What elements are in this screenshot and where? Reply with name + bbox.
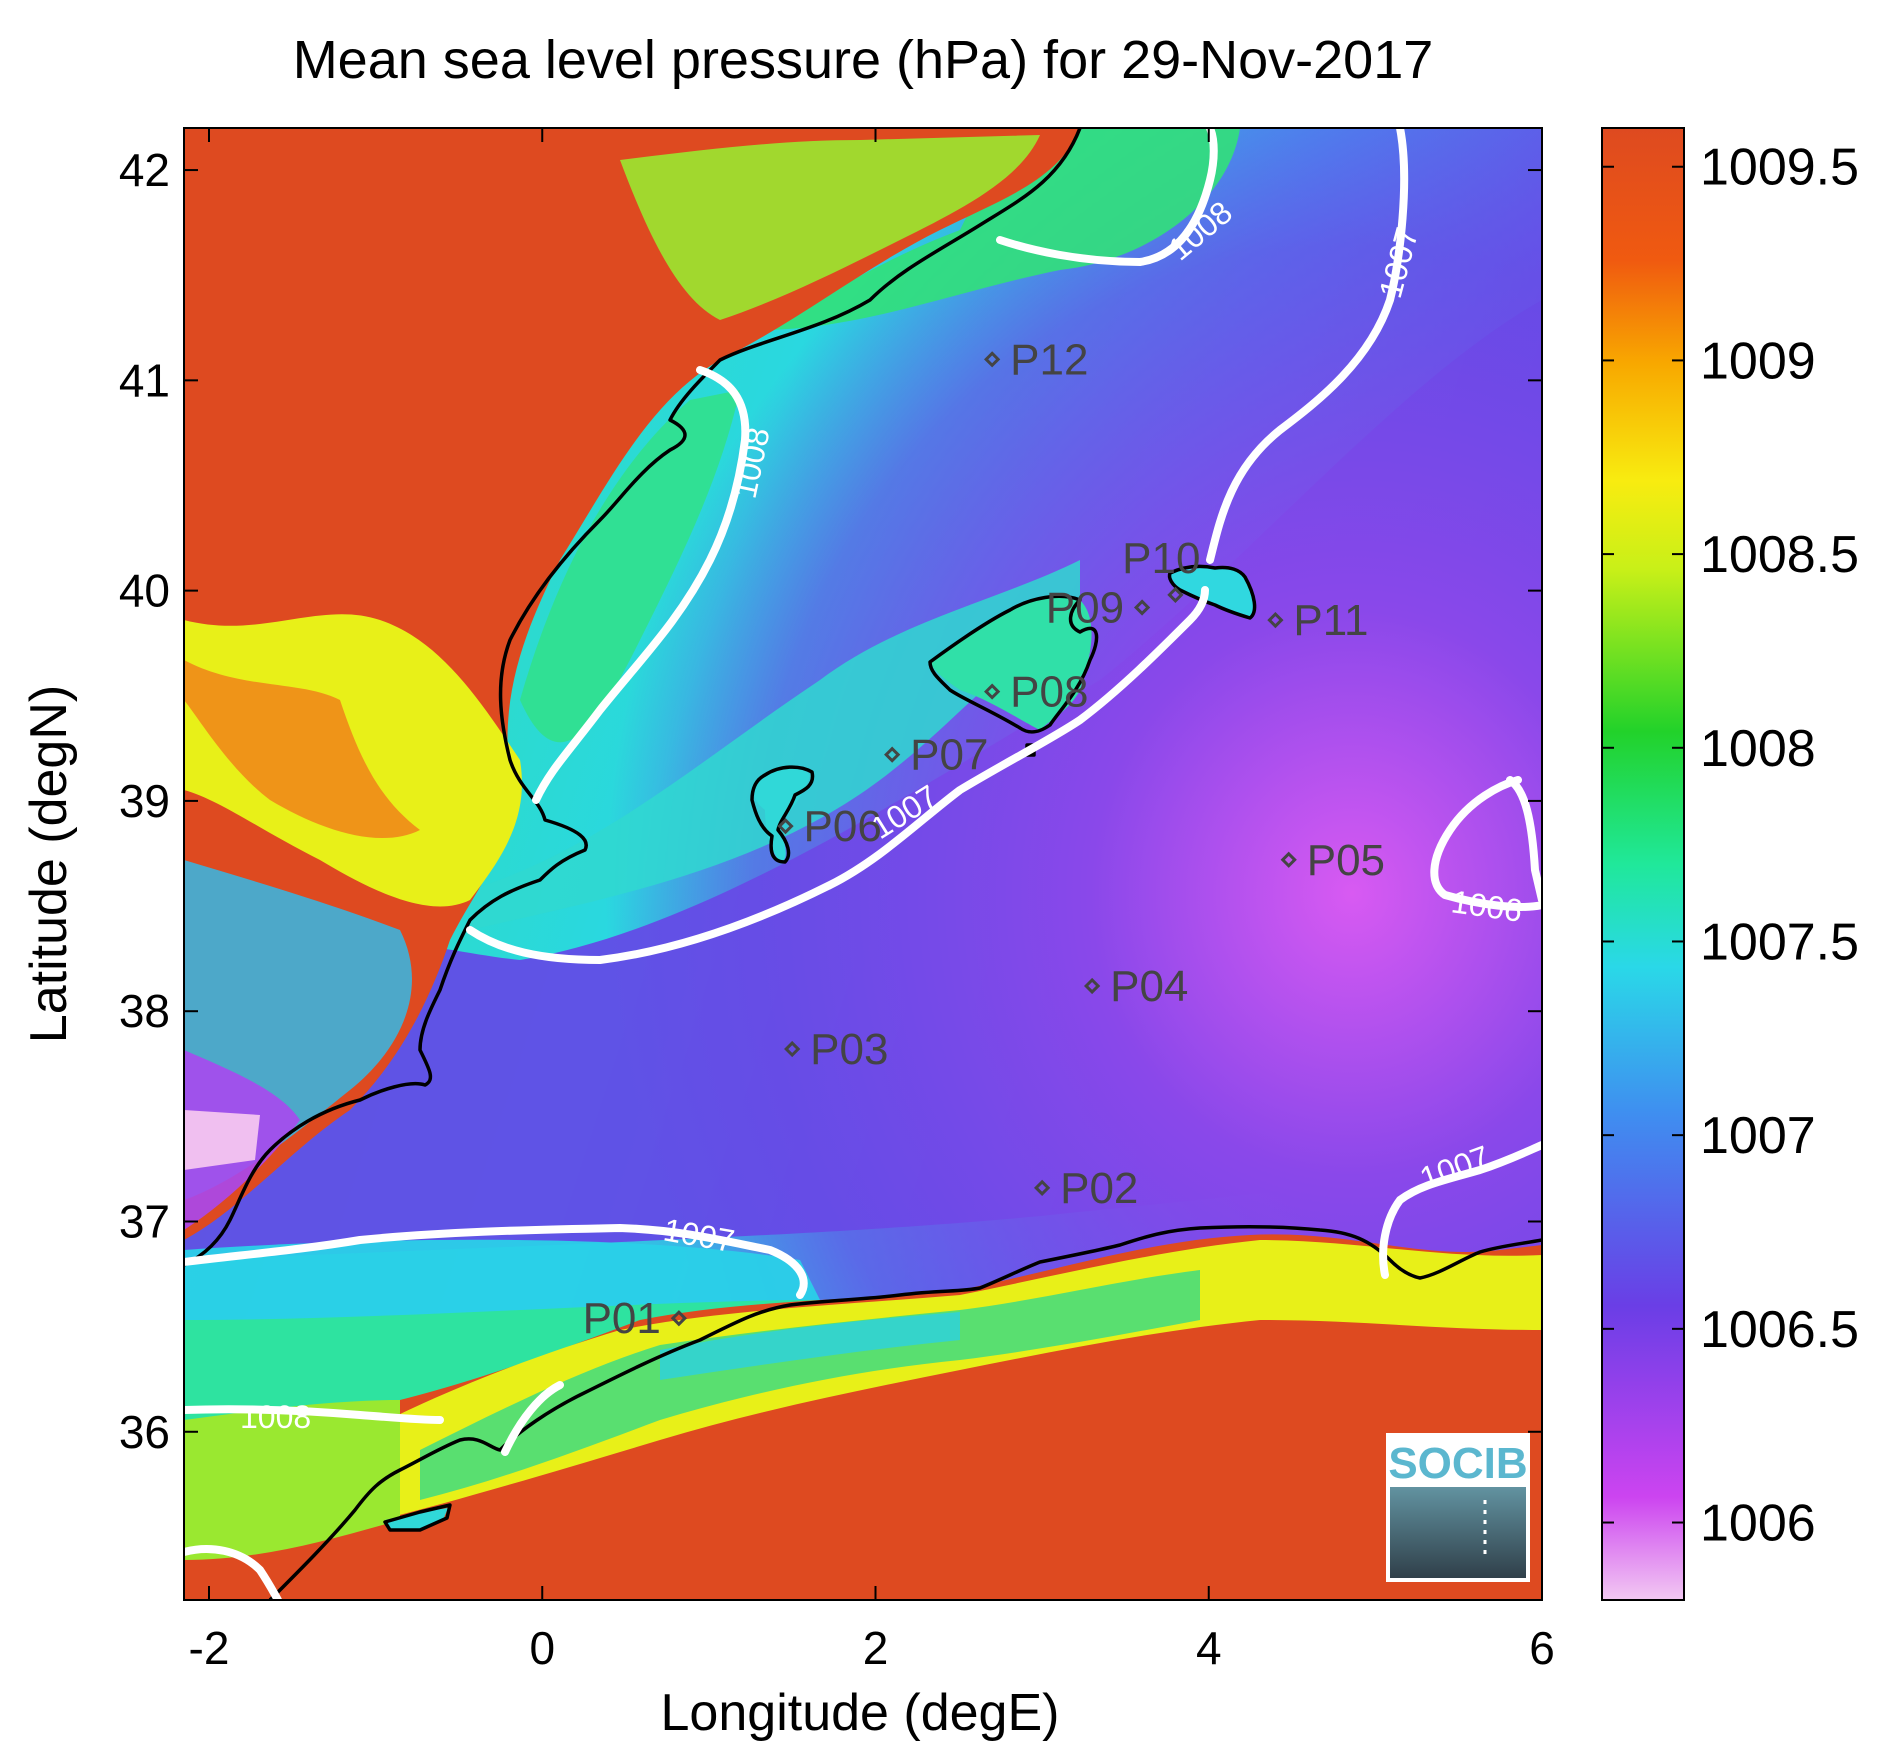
x-tick-label: 4 [1196, 1622, 1222, 1674]
station-marker [777, 818, 794, 835]
coastline-menorca [1167, 564, 1257, 620]
land-iberia-fringe-green [620, 135, 1040, 320]
plot-frame [183, 127, 1543, 1601]
station-marker [984, 351, 1001, 368]
colorbar-tick-label: 1007.5 [1700, 913, 1859, 971]
contour-1006-east [1430, 776, 1542, 911]
station-marker [1267, 611, 1284, 629]
contour-1007-main [466, 586, 1209, 964]
socib-logo: SOCIB [1386, 1433, 1530, 1582]
station-marker [1167, 586, 1184, 603]
station-label: P09 [1046, 583, 1124, 632]
station-label: P02 [1060, 1164, 1138, 1213]
station-label: P08 [1010, 668, 1088, 717]
y-tick-label: 38 [119, 985, 170, 1037]
coastline-iberia [184, 128, 1082, 1267]
colorbar-tick-label: 1009.5 [1700, 139, 1859, 197]
island-menorca [1170, 567, 1255, 618]
y-tick-label: 40 [119, 565, 170, 617]
x-axis-title: Longitude (degE) [661, 1684, 1060, 1742]
contour-1008-southwest [184, 1381, 564, 1456]
contour-1008-north [996, 128, 1218, 266]
station-marker [1280, 851, 1297, 868]
coastline-ibiza [750, 765, 815, 864]
logo-header [1390, 1437, 1526, 1487]
contour-1008-valencia [532, 366, 750, 804]
colorbar-ticks: 1006 1006.5 1007 1007.5 1008 1008.5 1009 1009.5 [1602, 139, 1859, 1553]
y-axis-title: Latitude (degN) [20, 685, 78, 1043]
contour-1007-northeast [1206, 128, 1409, 564]
land-africa-fringe-yellow [330, 1240, 1542, 1520]
station-label: P10 [1122, 534, 1200, 583]
contours [184, 128, 1542, 1600]
island-mallorca [930, 596, 1092, 730]
x-axis: -2 0 2 4 6 [189, 128, 1555, 1674]
station-label: P07 [910, 731, 988, 780]
x-tick-label: 2 [863, 1622, 889, 1674]
land-africa-fringe-green [420, 1270, 1200, 1500]
island-ibiza [754, 767, 810, 862]
y-tick-label: 42 [119, 144, 170, 196]
x-tick-label: -2 [189, 1622, 230, 1674]
colorbar-tick-label: 1008 [1700, 720, 1816, 778]
colorbar-tick-label: 1009 [1700, 332, 1816, 390]
colorbar-tick-label: 1007 [1700, 1107, 1816, 1165]
station-marker [1133, 599, 1151, 616]
plot-area: 1008 1007 1008 1007 1006 1007 1007 1008 … [184, 128, 1542, 1600]
y-tick-label: 36 [119, 1406, 170, 1458]
transition-zone-west [470, 560, 1080, 930]
y-axis: 36 37 38 39 40 41 42 [119, 144, 1542, 1458]
station-label: P05 [1307, 836, 1385, 885]
station-label: P04 [1110, 962, 1188, 1011]
station-label: P11 [1293, 596, 1368, 645]
contour-1007-south [184, 1224, 808, 1299]
logo-text: SOCIB [1388, 1439, 1527, 1488]
contour-1007-southeast [1379, 1141, 1542, 1279]
station-marker [784, 1040, 801, 1058]
contour-1008-gibraltar [184, 1545, 282, 1600]
colorbar: 1006 1006.5 1007 1007.5 1008 1008.5 1009 1009.5 [1601, 127, 1859, 1601]
colorbar-gradient [1601, 127, 1685, 1601]
colorbar-tick-label: 1006 [1700, 1495, 1816, 1553]
station-marker [884, 746, 901, 763]
station-label: P03 [810, 1025, 888, 1074]
x-tick-label: 6 [1529, 1622, 1555, 1674]
station-label: P06 [804, 802, 882, 851]
land-iberia-fringe-orange [184, 660, 420, 839]
station-label: P01 [583, 1294, 661, 1343]
station-label: P12 [1010, 335, 1088, 384]
y-tick-label: 39 [119, 775, 170, 827]
chart-title: Mean sea level pressure (hPa) for 29-Nov… [293, 30, 1434, 90]
station-marker [1083, 977, 1101, 995]
station-marker [670, 1310, 688, 1327]
high-pressure-valencia [520, 390, 740, 743]
y-tick-label: 41 [119, 354, 170, 406]
coastline-alboran [383, 1503, 452, 1532]
land-africa-fringe-cyan [660, 1312, 960, 1380]
x-tick-label: 0 [529, 1622, 555, 1674]
colorbar-tick-label: 1006.5 [1700, 1301, 1859, 1359]
high-pressure-north [760, 128, 1240, 330]
colorbar-tick-label: 1008.5 [1700, 526, 1859, 584]
land-iberia-fringe-pink [184, 1110, 260, 1170]
contour-label: 1008 [240, 1399, 311, 1435]
station-marker [984, 683, 1001, 700]
coastline-mallorca [928, 594, 1099, 734]
y-tick-label: 37 [119, 1195, 170, 1247]
station-marker [1033, 1179, 1051, 1196]
